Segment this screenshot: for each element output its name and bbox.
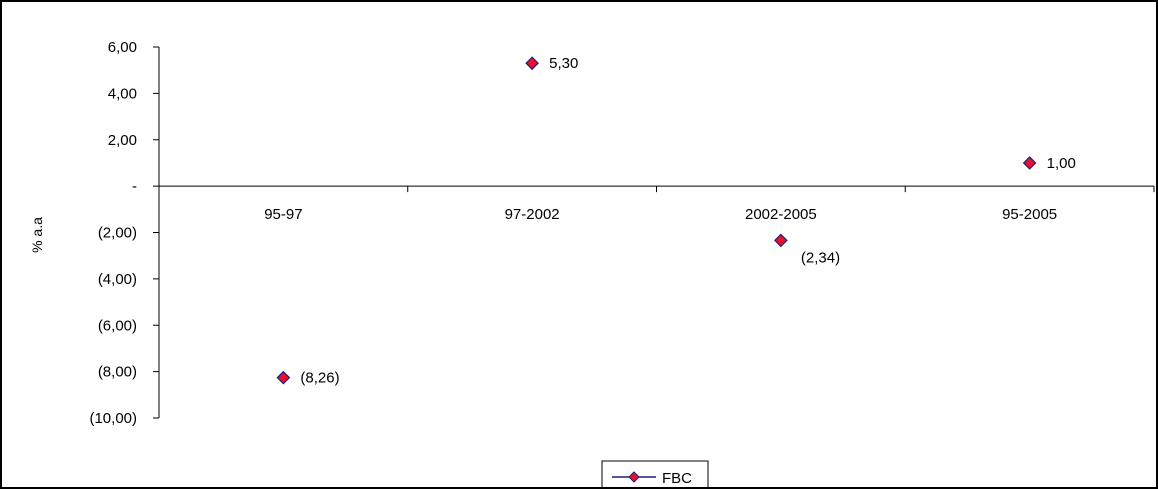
data-label: 1,00	[1047, 155, 1076, 172]
y-axis-title: % a.a	[29, 217, 45, 253]
y-tick-label: 2,00	[108, 132, 137, 149]
y-tick-label: 4,00	[108, 85, 137, 102]
legend: FBC	[601, 460, 709, 487]
data-label: (2,34)	[801, 249, 840, 266]
y-axis: 6,00 4,00 2,00 - (2,00) (4,00) (6,00) (8,00) (10…	[89, 39, 160, 427]
legend-label: FBC	[662, 470, 692, 487]
x-axis: 95-97 97-2002 2002-2005 95-2005	[158, 185, 1155, 223]
x-tick-label: 95-97	[264, 206, 302, 223]
y-tick-label: (2,00)	[98, 225, 137, 242]
y-tick-label: (4,00)	[98, 271, 137, 288]
data-point	[525, 56, 539, 71]
legend-box	[601, 460, 709, 487]
y-tick-label: (6,00)	[98, 317, 137, 334]
x-tick-label: 2002-2005	[745, 206, 817, 223]
data-points: (8,26) 5,30 (2,34) 1,00	[276, 55, 1076, 387]
data-label: (8,26)	[300, 370, 339, 387]
data-label: 5,30	[549, 55, 578, 72]
data-point	[774, 233, 788, 248]
x-tick-label: 95-2005	[1002, 206, 1057, 223]
y-tick-label: (8,00)	[98, 364, 137, 381]
y-tick-label: -	[132, 178, 137, 195]
data-point	[276, 370, 291, 385]
y-tick-label: 6,00	[108, 39, 137, 56]
x-tick-label: 97-2002	[505, 206, 560, 223]
legend-marker-icon	[628, 471, 640, 483]
y-tick-label: (10,00)	[89, 410, 137, 427]
data-point	[1022, 156, 1037, 170]
